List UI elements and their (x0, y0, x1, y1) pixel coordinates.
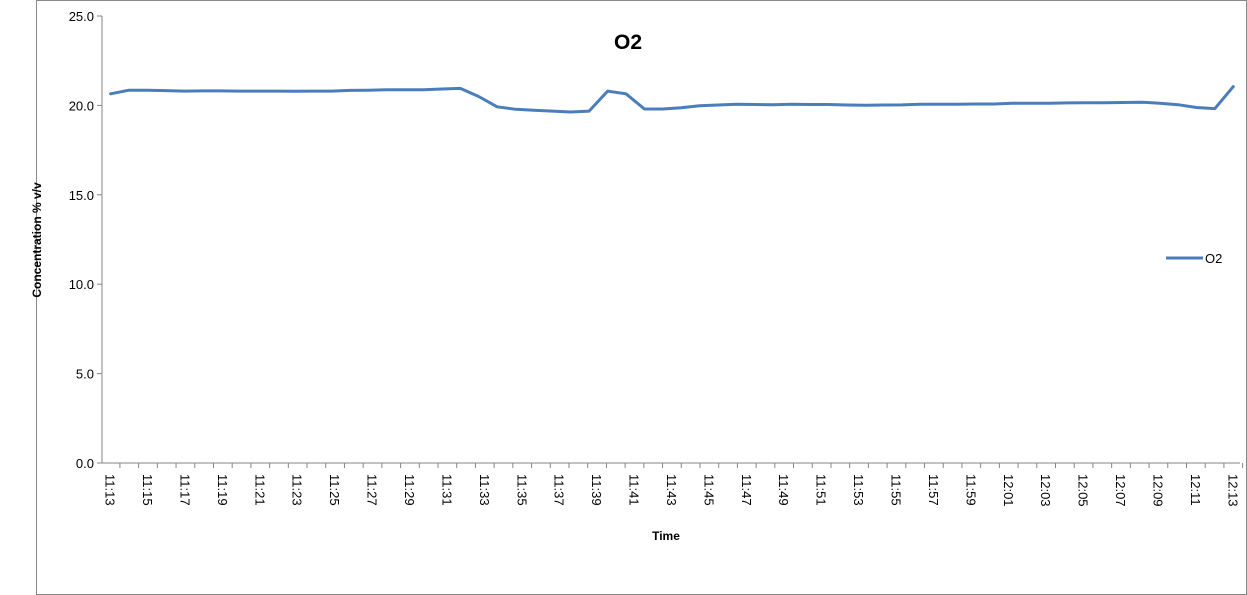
x-tick-label: 11:41 (627, 474, 642, 506)
legend: O2 (1166, 251, 1222, 266)
x-tick-label: 12:13 (1225, 474, 1240, 507)
x-tick-label: 11:47 (739, 474, 754, 506)
y-axis: 0.0 5.0 10.0 15.0 20.0 25.0 (69, 9, 103, 471)
x-tick-label: 11:37 (552, 474, 567, 506)
x-tick-label: 11:55 (889, 474, 904, 506)
y-tick-label: 25.0 (69, 9, 94, 24)
y-tick-label: 20.0 (69, 98, 94, 113)
x-axis: 11:13 11:15 11:17 11:19 11:21 11:23 11:25 11:27… (102, 462, 1244, 507)
x-tick-label: 11:19 (215, 474, 230, 506)
y-tick-label: 0.0 (76, 456, 94, 471)
x-tick-label: 11:27 (365, 474, 380, 506)
x-tick-label: 11:23 (290, 474, 305, 506)
x-tick-label: 11:25 (327, 474, 342, 506)
x-tick-label: 12:11 (1188, 474, 1203, 506)
x-tick-label: 11:59 (963, 474, 978, 506)
x-tick-label: 11:17 (177, 474, 192, 506)
series-layer (109, 85, 1235, 114)
x-tick-label: 11:45 (701, 474, 716, 506)
x-tick-label: 12:03 (1038, 474, 1053, 507)
x-tick-label: 12:05 (1076, 474, 1091, 507)
x-tick-label: 12:09 (1150, 474, 1165, 507)
x-tick-label: 11:21 (252, 474, 267, 506)
x-tick-label: 12:07 (1113, 474, 1128, 507)
x-tick-label: 11:15 (140, 474, 155, 506)
legend-label: O2 (1205, 251, 1222, 266)
x-tick-label: 11:57 (926, 474, 941, 506)
x-tick-label: 11:49 (776, 474, 791, 506)
y-tick-label: 15.0 (69, 188, 94, 203)
series-line-o2 (109, 85, 1235, 114)
x-axis-title: Time (652, 529, 680, 543)
x-tick-label: 11:53 (851, 474, 866, 506)
x-tick-label: 11:13 (103, 474, 118, 506)
x-tick-label: 11:43 (664, 474, 679, 506)
chart-border (36, 0, 1247, 595)
y-tick-label: 5.0 (76, 367, 94, 382)
x-tick-label: 11:33 (477, 474, 492, 506)
chart-title: O2 (614, 31, 642, 54)
x-tick-label: 12:01 (1001, 474, 1016, 507)
y-axis-title: Concentration % v/v (30, 182, 44, 298)
x-tick-label: 11:29 (402, 474, 417, 506)
x-tick-label: 11:51 (814, 474, 829, 506)
x-tick-label: 11:35 (514, 474, 529, 506)
y-tick-label: 10.0 (69, 277, 94, 292)
x-tick-label: 11:39 (589, 474, 604, 506)
x-tick-label: 11:31 (439, 474, 454, 506)
